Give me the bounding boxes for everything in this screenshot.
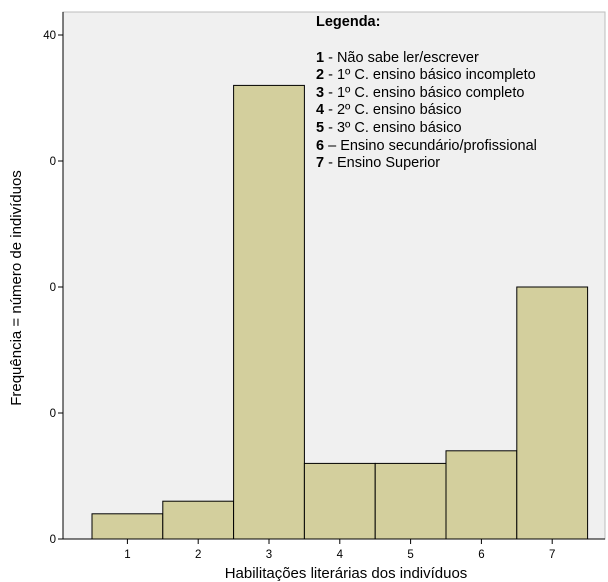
- x-tick-label-2: 2: [195, 549, 201, 561]
- y-tick-label: 0: [50, 534, 56, 546]
- y-tick-label: 0: [50, 408, 56, 420]
- bar-1: [91, 513, 164, 540]
- bar-7: [516, 286, 589, 540]
- bar-4: [303, 462, 376, 540]
- legend-item-text: - 1º C. ensino básico completo: [324, 84, 525, 101]
- bar-5: [374, 462, 447, 540]
- legend-item-1: 1 - Não sabe ler/escrever: [316, 50, 606, 68]
- legend-item-text: – Ensino secundário/profissional: [324, 137, 537, 154]
- y-tick-label: 0: [50, 156, 56, 168]
- legend-item-4: 4 - 2º C. ensino básico: [316, 102, 606, 120]
- bar-2: [162, 500, 235, 540]
- legend-item-code: 7: [316, 155, 325, 172]
- bar-3: [233, 84, 305, 540]
- legend-item-7: 7 - Ensino Superior: [316, 155, 606, 173]
- x-tick-label-7: 7: [549, 549, 555, 561]
- legend-item-code: 4: [316, 102, 325, 119]
- y-tick-label: 0: [50, 282, 56, 294]
- legend-item-code: 3: [316, 84, 325, 101]
- x-tick-label-3: 3: [266, 549, 272, 561]
- x-tick-label-5: 5: [407, 549, 413, 561]
- x-tick-label-4: 4: [337, 549, 344, 561]
- legend-item-code: 6: [316, 137, 325, 154]
- legend-item-6: 6 – Ensino secundário/profissional: [316, 138, 606, 156]
- x-tick-label-6: 6: [478, 549, 484, 561]
- y-tick-label: 40: [43, 30, 56, 42]
- legend-title: Legenda:: [316, 14, 381, 30]
- legend: Legenda: 1 - Não sabe ler/escrever 2 - 1º…: [316, 14, 606, 173]
- legend-item-code: 5: [316, 119, 325, 136]
- y-axis-label: Frequência = número de indivíduos: [8, 170, 25, 406]
- legend-item-3: 3 - 1º C. ensino básico completo: [316, 85, 606, 103]
- x-tick-label-1: 1: [124, 549, 130, 561]
- bar-6: [445, 450, 518, 540]
- legend-item-text: - 2º C. ensino básico: [324, 102, 462, 119]
- legend-item-5: 5 - 3º C. ensino básico: [316, 120, 606, 138]
- x-axis-label: Habilitações literárias dos indivíduos: [225, 565, 468, 582]
- legend-item-2: 2 - 1º C. ensino básico incompleto: [316, 67, 606, 85]
- legend-item-code: 1: [316, 49, 325, 66]
- legend-item-text: - 1º C. ensino básico incompleto: [324, 67, 536, 84]
- legend-item-text: - Ensino Superior: [324, 155, 441, 172]
- legend-item-text: - 3º C. ensino básico: [324, 119, 462, 136]
- legend-item-code: 2: [316, 67, 325, 84]
- legend-item-text: - Não sabe ler/escrever: [324, 49, 479, 66]
